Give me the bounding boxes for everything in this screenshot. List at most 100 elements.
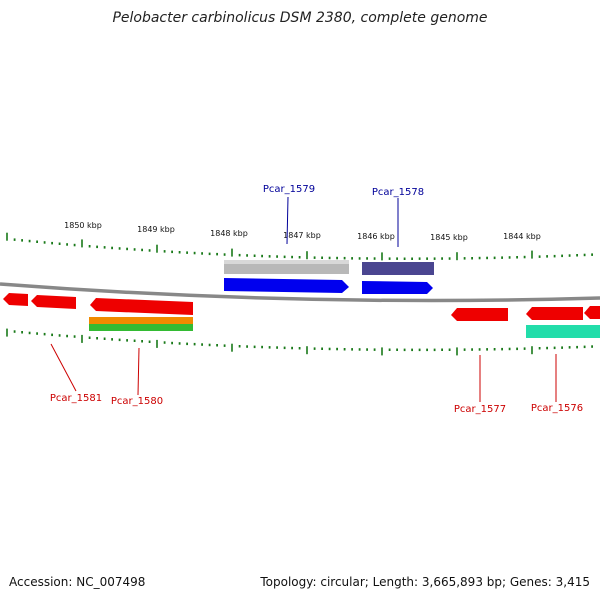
minor-tick [36, 332, 38, 335]
minor-tick [171, 250, 173, 254]
minor-tick [328, 347, 331, 351]
leader-line [137, 347, 140, 396]
minor-tick [508, 347, 511, 351]
minor-tick [486, 256, 488, 260]
minor-tick [268, 346, 271, 349]
minor-tick [36, 240, 38, 243]
minor-tick [238, 345, 241, 348]
gene-arrow-pcar-1580[interactable] [90, 298, 193, 315]
minor-tick [441, 257, 443, 260]
minor-tick [148, 340, 151, 343]
minor-tick [538, 347, 541, 350]
minor-tick [171, 341, 173, 345]
minor-tick [501, 347, 503, 351]
minor-tick [471, 348, 473, 351]
minor-tick [246, 254, 248, 257]
major-tick [6, 328, 8, 337]
gene-arrow-pcar-1578[interactable] [362, 281, 433, 294]
minor-tick [366, 257, 368, 260]
minor-tick [208, 343, 211, 347]
minor-tick [508, 256, 511, 259]
minor-tick [28, 331, 31, 335]
minor-tick [73, 335, 76, 338]
minor-tick [88, 336, 91, 339]
minor-tick [216, 252, 218, 256]
minor-tick [96, 245, 98, 249]
gene-label-pcar-1578[interactable]: Pcar_1578 [372, 187, 424, 198]
gene-label-pcar-1577[interactable]: Pcar_1577 [454, 404, 506, 415]
minor-tick [493, 348, 496, 351]
minor-tick [28, 239, 31, 243]
minor-tick [448, 348, 451, 351]
minor-tick [463, 348, 466, 351]
scale-ticks-top [6, 232, 593, 261]
gene-arrow-pcar-1579[interactable] [224, 278, 349, 293]
gene-arrow-right-edge[interactable] [584, 306, 600, 319]
gene-arrow-left-edge[interactable] [3, 293, 28, 306]
scale-label: 1850 kbp [64, 221, 102, 230]
feature-slate-bar[interactable] [362, 262, 434, 275]
minor-tick [568, 254, 571, 257]
minor-tick [321, 256, 323, 259]
minor-tick [58, 242, 61, 245]
feature-teal-bar[interactable] [526, 325, 600, 338]
minor-tick [366, 348, 368, 351]
minor-tick [591, 253, 593, 256]
minor-tick [208, 252, 211, 256]
minor-tick [471, 257, 473, 260]
minor-tick [433, 348, 436, 352]
minor-tick [51, 333, 53, 337]
minor-tick [13, 238, 16, 241]
minor-tick [73, 243, 76, 247]
minor-tick [43, 241, 46, 244]
gene-arrow-pcar-1581[interactable] [31, 295, 76, 309]
minor-tick [103, 337, 106, 340]
minor-tick [561, 346, 563, 349]
minor-tick [358, 257, 361, 260]
gene-label-pcar-1580[interactable]: Pcar_1580 [111, 396, 163, 407]
minor-tick [396, 348, 398, 351]
feature-orange-bar[interactable] [89, 317, 193, 324]
minor-tick [411, 257, 413, 260]
minor-tick [478, 256, 481, 260]
minor-tick [291, 255, 293, 259]
minor-tick [21, 331, 23, 334]
gene-label-pcar-1581[interactable]: Pcar_1581 [50, 393, 102, 404]
minor-tick [463, 257, 466, 260]
minor-tick [58, 334, 61, 337]
major-tick [231, 343, 233, 352]
minor-tick [13, 330, 16, 333]
scale-label: 1848 kbp [210, 229, 248, 238]
minor-tick [148, 249, 151, 252]
gene-arrow-pcar-1576[interactable] [526, 307, 583, 320]
major-tick [531, 346, 533, 355]
gene-label-pcar-1579[interactable]: Pcar_1579 [263, 184, 315, 195]
minor-tick [313, 256, 316, 259]
minor-tick [193, 342, 196, 346]
minor-tick [448, 257, 451, 260]
minor-tick [126, 247, 128, 251]
minor-tick [388, 348, 391, 351]
minor-tick [253, 345, 256, 349]
minor-tick [576, 254, 578, 257]
minor-tick [418, 348, 421, 352]
leader-line [286, 196, 289, 245]
minor-tick [193, 251, 196, 255]
minor-tick [298, 256, 301, 259]
gene-arrow-pcar-1577[interactable] [451, 308, 508, 321]
minor-tick [43, 332, 46, 336]
minor-tick [186, 342, 188, 346]
scale-label: 1845 kbp [430, 233, 468, 242]
major-tick [456, 347, 458, 356]
gene-label-pcar-1576[interactable]: Pcar_1576 [531, 403, 583, 414]
feature-green-bar[interactable] [89, 324, 193, 331]
minor-tick [583, 253, 586, 257]
minor-tick [583, 345, 586, 349]
minor-tick [373, 257, 376, 260]
minor-tick [238, 253, 241, 257]
scale-label: 1847 kbp [283, 231, 321, 240]
minor-tick [118, 338, 121, 342]
genome-summary: Topology: circular; Length: 3,665,893 bp… [260, 575, 590, 589]
minor-tick [88, 245, 91, 248]
genome-backbone [0, 282, 600, 303]
